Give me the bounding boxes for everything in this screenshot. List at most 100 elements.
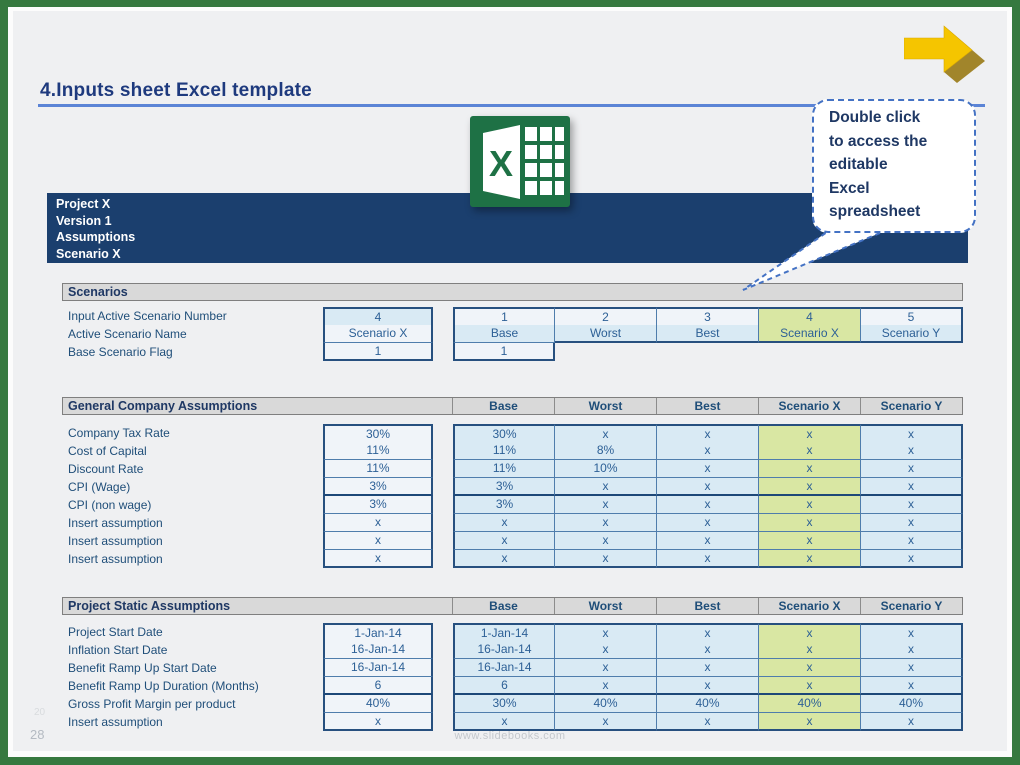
- spacer: [433, 532, 453, 550]
- cell: 1-Jan-14: [453, 623, 555, 642]
- table-row: CPI (non wage) 3% 3% x x x x: [62, 496, 963, 514]
- cell: x: [759, 677, 861, 695]
- section-scenarios: Scenarios Input Active Scenario Number 4 1…: [62, 283, 963, 361]
- section-static-assumptions: Project Static Assumptions Base Worst Be…: [62, 597, 963, 731]
- cell: x: [759, 496, 861, 514]
- input-cell: 16-Jan-14: [323, 659, 433, 677]
- cell: x: [657, 659, 759, 677]
- cell: 4: [759, 307, 861, 326]
- cell: x: [555, 677, 657, 695]
- input-cell: 6: [323, 677, 433, 695]
- row-label: Inflation Start Date: [68, 643, 168, 657]
- section-title: General Company Assumptions: [68, 399, 258, 413]
- column-header-base: Base: [452, 398, 554, 414]
- column-header-base: Base: [452, 598, 554, 614]
- cell: x: [861, 713, 963, 731]
- cell: x: [555, 478, 657, 496]
- cell: 40%: [759, 695, 861, 713]
- spacer: [433, 442, 453, 460]
- workbook-header-line: Scenario X: [56, 246, 121, 261]
- spacer: [433, 325, 453, 343]
- table-row: Cost of Capital 11% 11% 8% x x x: [62, 442, 963, 460]
- table-row: Insert assumption x x x x x x: [62, 550, 963, 568]
- spacer: [433, 659, 453, 677]
- cell: 6: [453, 677, 555, 695]
- cell: x: [657, 442, 759, 460]
- table-row: Input Active Scenario Number 4 1 2 3 4 5: [62, 307, 963, 326]
- cell: x: [555, 550, 657, 568]
- workbook-header-line: Version 1: [56, 213, 112, 228]
- cell: 1: [453, 343, 555, 361]
- cell: x: [759, 514, 861, 532]
- cell: x: [555, 496, 657, 514]
- cell: 40%: [657, 695, 759, 713]
- input-cell: 3%: [323, 496, 433, 514]
- cell: x: [759, 550, 861, 568]
- spacer: [433, 623, 453, 642]
- cell: x: [759, 442, 861, 460]
- cell: x: [861, 532, 963, 550]
- cell: x: [657, 514, 759, 532]
- cell: x: [861, 550, 963, 568]
- input-cell: x: [323, 514, 433, 532]
- cell: 11%: [453, 460, 555, 478]
- spacer: [433, 478, 453, 496]
- excel-icon[interactable]: X: [470, 116, 570, 207]
- section-header-static: Project Static Assumptions Base Worst Be…: [62, 597, 963, 615]
- row-label: Benefit Ramp Up Duration (Months): [68, 679, 259, 693]
- input-cell: 4: [323, 307, 433, 326]
- cell: x: [555, 532, 657, 550]
- cell: x: [555, 659, 657, 677]
- section-title: Project Static Assumptions: [68, 599, 231, 613]
- column-header-scenario-x: Scenario X: [758, 398, 860, 414]
- spacer: [433, 641, 453, 659]
- callout-bubble: Double click to access the editable Exce…: [812, 99, 976, 233]
- cell: 16-Jan-14: [453, 659, 555, 677]
- row-label: Discount Rate: [68, 462, 144, 476]
- table-row: Project Start Date 1-Jan-14 1-Jan-14 x x x x: [62, 623, 963, 642]
- row-label: Input Active Scenario Number: [68, 309, 227, 323]
- row-label: CPI (Wage): [68, 480, 131, 494]
- spacer: [433, 514, 453, 532]
- row-label: Cost of Capital: [68, 444, 147, 458]
- cell: x: [453, 550, 555, 568]
- table-row: Discount Rate 11% 11% 10% x x x: [62, 460, 963, 478]
- section-header-scenarios: Scenarios: [62, 283, 963, 301]
- column-header-best: Best: [656, 398, 758, 414]
- cell: Scenario X: [759, 325, 861, 343]
- cell: 1: [453, 307, 555, 326]
- spacer: [433, 496, 453, 514]
- table-row: Insert assumption x x x x x x: [62, 514, 963, 532]
- cell: x: [759, 641, 861, 659]
- cell: x: [657, 713, 759, 731]
- input-cell: 11%: [323, 442, 433, 460]
- cell: 30%: [453, 424, 555, 443]
- cell: x: [555, 713, 657, 731]
- cell: x: [759, 460, 861, 478]
- table-row: CPI (Wage) 3% 3% x x x x: [62, 478, 963, 496]
- input-cell: 30%: [323, 424, 433, 443]
- input-cell: 11%: [323, 460, 433, 478]
- cell: x: [657, 460, 759, 478]
- column-header-scenario-x: Scenario X: [758, 598, 860, 614]
- cell: x: [555, 424, 657, 443]
- footer-url: www.slidebooks.com: [454, 730, 566, 742]
- section-title: Scenarios: [68, 285, 128, 299]
- cell: x: [861, 623, 963, 642]
- row-label: Insert assumption: [68, 715, 163, 729]
- cell: x: [657, 623, 759, 642]
- cell: x: [861, 514, 963, 532]
- row-label: Insert assumption: [68, 552, 163, 566]
- empty-cell: [657, 343, 759, 361]
- cell: x: [657, 677, 759, 695]
- cell: 40%: [555, 695, 657, 713]
- cell: x: [453, 532, 555, 550]
- cell: x: [657, 532, 759, 550]
- cell: 16-Jan-14: [453, 641, 555, 659]
- table-row: Benefit Ramp Up Duration (Months) 6 6 x x x x: [62, 677, 963, 695]
- table-row: Insert assumption x x x x x x: [62, 713, 963, 731]
- row-label: Benefit Ramp Up Start Date: [68, 661, 217, 675]
- cell: 40%: [861, 695, 963, 713]
- cell: x: [657, 641, 759, 659]
- spacer: [433, 713, 453, 731]
